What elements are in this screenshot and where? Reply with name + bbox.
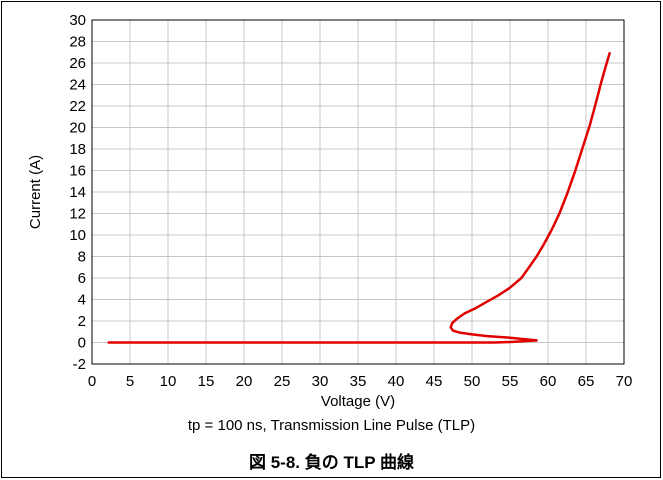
y-axis-title: Current (A): [27, 155, 44, 229]
y-tick-label: 2: [78, 313, 86, 330]
x-tick-label: 40: [388, 373, 405, 390]
x-tick-label: 25: [274, 373, 291, 390]
y-tick-label: 22: [69, 98, 86, 115]
y-tick-label: 10: [69, 227, 86, 244]
y-tick-label: 16: [69, 163, 86, 180]
x-tick-label: 35: [350, 373, 367, 390]
figure-caption: 図 5-8. 負の TLP 曲線: [249, 453, 414, 472]
y-tick-label: 26: [69, 55, 86, 72]
y-tick-label: 18: [69, 141, 86, 158]
x-tick-label: 30: [312, 373, 329, 390]
x-tick-label: 45: [426, 373, 443, 390]
x-tick-label: 15: [198, 373, 215, 390]
x-tick-label: 70: [616, 373, 633, 390]
x-tick-label: 55: [502, 373, 519, 390]
x-tick-label: 10: [160, 373, 177, 390]
y-tick-label: 12: [69, 206, 86, 223]
x-tick-label: 20: [236, 373, 253, 390]
y-tick-label: 20: [69, 120, 86, 137]
tlp-chart: 0 5 10 15 20 25 30 35 40 45 50 55 60 65 70-20246810121…: [27, 12, 632, 410]
series-layer: [107, 52, 611, 344]
chart-subtitle: tp = 100 ns, Transmission Line Pulse (TL…: [187, 417, 476, 434]
x-tick-label: 65: [578, 373, 595, 390]
tick-labels: 0 5 10 15 20 25 30 35 40 45 50 55 60 65 70-20246810121…: [69, 12, 632, 390]
y-tick-label: 24: [69, 77, 86, 94]
y-tick-label: -2: [73, 356, 86, 373]
grid: [91, 19, 625, 365]
x-axis-title: Voltage (V): [321, 393, 395, 410]
y-tick-label: 0: [78, 335, 86, 352]
y-tick-label: 6: [78, 270, 86, 287]
y-tick-label: 8: [78, 249, 86, 266]
y-tick-label: 30: [69, 12, 86, 29]
x-tick-label: 0: [88, 373, 96, 390]
y-tick-label: 4: [78, 292, 86, 309]
x-tick-label: 5: [126, 373, 134, 390]
x-tick-label: 60: [540, 373, 557, 390]
x-tick-label: 50: [464, 373, 481, 390]
series-line: [107, 52, 611, 344]
plot-area-border: [91, 19, 625, 365]
y-tick-label: 28: [69, 34, 86, 51]
y-tick-label: 14: [69, 184, 86, 201]
